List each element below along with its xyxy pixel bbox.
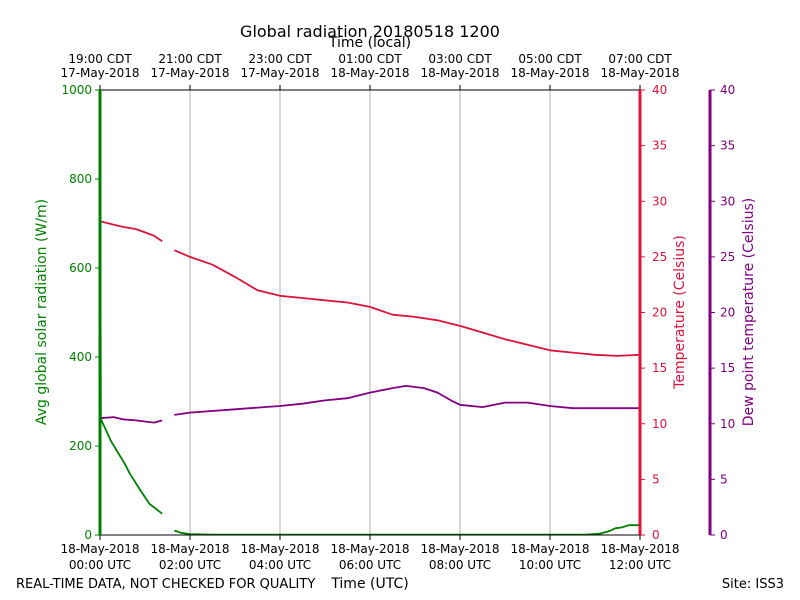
top-tick-label-date: 18-May-2018 [330,66,409,80]
x-tick-label-date: 18-May-2018 [240,542,319,556]
temperature-series-line [173,249,641,357]
dewpoint-tick-label: 40 [720,83,735,97]
radiation-tick-label: 600 [69,261,92,275]
temperature-tick-label: 35 [652,139,667,153]
x-tick-label-time: 08:00 UTC [429,558,491,572]
top-tick-label-time: 23:00 CDT [248,52,312,66]
dewpoint-tick-label: 15 [720,361,735,375]
top-tick-label-date: 17-May-2018 [60,66,139,80]
x-tick-label-time: 06:00 UTC [339,558,401,572]
temperature-tick-label: 0 [652,528,660,542]
radiation-tick-label: 1000 [61,83,92,97]
top-tick-label-date: 17-May-2018 [240,66,319,80]
top-tick-label-date: 18-May-2018 [510,66,589,80]
grid-lines [189,90,551,535]
x-tick-label-time: 10:00 UTC [519,558,581,572]
temperature-tick-label: 15 [652,361,667,375]
x-axis-label: Time (UTC) [330,576,408,592]
dewpoint-tick-label: 25 [720,250,735,264]
radiation-tick-label: 200 [69,439,92,453]
temperature-series-line [99,220,163,243]
x-tick-label-date: 18-May-2018 [330,542,409,556]
top-tick-label-time: 05:00 CDT [518,52,582,66]
dewpoint-tick-label: 30 [720,194,735,208]
top-tick-label-date: 17-May-2018 [150,66,229,80]
x-tick-label-time: 04:00 UTC [249,558,311,572]
top-axis-label: Time (local) [328,35,411,51]
radiation-tick-label: 400 [69,350,92,364]
top-tick-label-time: 03:00 CDT [428,52,492,66]
temperature-tick-label: 5 [652,472,660,486]
dewpoint-tick-label: 0 [720,528,728,542]
dewpoint-series-line [174,385,640,416]
top-tick-label-time: 07:00 CDT [608,52,672,66]
x-tick-label-time: 00:00 UTC [69,558,131,572]
temperature-tick-label: 30 [652,194,667,208]
dewpoint-series-line [99,416,163,424]
radiation-series-line [174,524,640,536]
top-tick-label-date: 18-May-2018 [420,66,499,80]
dewpoint-tick-label: 35 [720,139,735,153]
radiation-series-line [99,89,163,515]
dewpoint-tick-label: 10 [720,417,735,431]
axes: 0200400600800100005101520253035400510152… [60,52,735,572]
x-tick-label-date: 18-May-2018 [420,542,499,556]
site-label: Site: ISS3 [722,577,784,592]
x-tick-label-date: 18-May-2018 [510,542,589,556]
x-tick-label-time: 12:00 UTC [609,558,671,572]
x-tick-label-date: 18-May-2018 [150,542,229,556]
top-tick-label-date: 18-May-2018 [600,66,679,80]
quality-note: REAL-TIME DATA, NOT CHECKED FOR QUALITY [16,577,315,592]
top-tick-label-time: 21:00 CDT [158,52,222,66]
y-axis-label-dewpoint: Dew point temperature (Celsius) [741,198,757,426]
x-tick-label-date: 18-May-2018 [600,542,679,556]
y-axis-label-temperature: Temperature (Celsius) [672,235,688,390]
chart-title: Global radiation 20180518 1200 [240,22,500,41]
radiation-tick-label: 800 [69,172,92,186]
top-tick-label-time: 19:00 CDT [68,52,132,66]
temperature-tick-label: 25 [652,250,667,264]
x-tick-label-date: 18-May-2018 [60,542,139,556]
temperature-tick-label: 10 [652,417,667,431]
x-tick-label-time: 02:00 UTC [159,558,221,572]
radiation-tick-label: 0 [84,528,92,542]
top-tick-label-time: 01:00 CDT [338,52,402,66]
dewpoint-tick-label: 5 [720,472,728,486]
dewpoint-tick-label: 20 [720,306,735,320]
temperature-tick-label: 20 [652,306,667,320]
y-axis-label-radiation: Avg global solar radiation (W/m) [34,199,50,425]
plot-series [99,89,641,536]
temperature-tick-label: 40 [652,83,667,97]
